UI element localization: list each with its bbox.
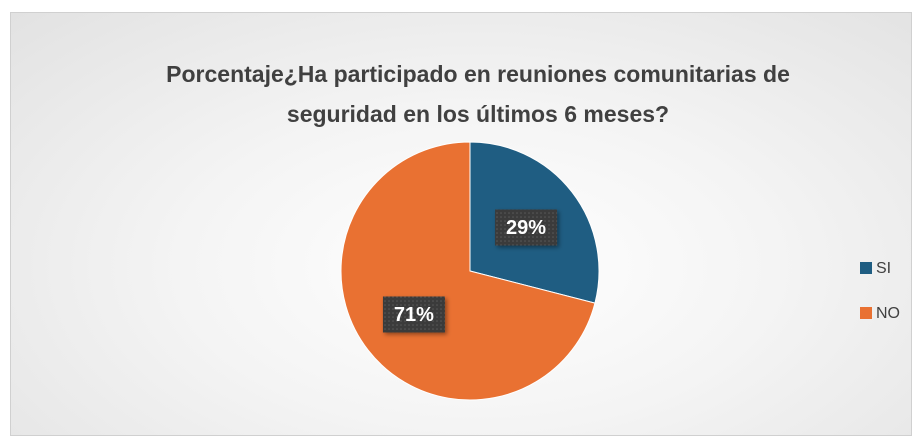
chart-title: Porcentaje¿Ha participado en reuniones c…: [166, 61, 790, 127]
legend-label: NO: [876, 305, 900, 322]
pie-slice: [340, 141, 596, 401]
data-label-box: [382, 296, 445, 333]
data-label: 71%: [394, 304, 434, 326]
data-label-box: [495, 209, 558, 246]
legend-label: SI: [876, 260, 891, 277]
legend-swatch: [860, 262, 872, 274]
data-label: 29%: [506, 217, 546, 239]
legend-swatch: [860, 307, 872, 319]
